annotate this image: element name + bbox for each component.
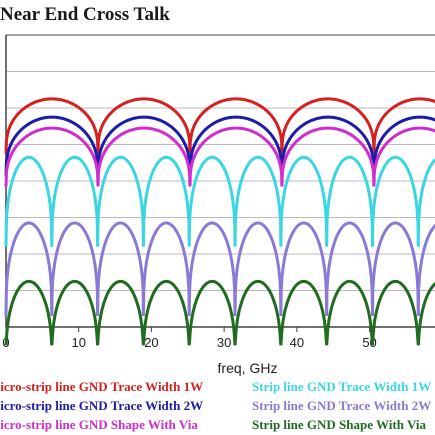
- x-tick-label: 30: [217, 335, 231, 350]
- series-line-4: [4, 155, 435, 247]
- series-line-3: [4, 126, 435, 187]
- legend-entry-1: Micro-strip line GND Trace Width 1W: [0, 379, 204, 394]
- legend-entry-6: Strip line GND Shape With Via: [252, 417, 426, 432]
- x-tick-label: 40: [290, 335, 304, 350]
- x-tick-label: 10: [71, 335, 85, 350]
- series-line-6: [4, 279, 435, 346]
- chart-legend: Micro-strip line GND Trace Width 1W Micro…: [0, 378, 435, 435]
- legend-entry-4: Strip line GND Trace Width 1W: [252, 379, 432, 394]
- legend-entry-5: Strip line GND Trace Width 2W: [252, 398, 432, 413]
- x-axis-label: freq, GHz: [217, 360, 278, 376]
- series-line-2: [4, 115, 435, 176]
- chart-title: Near End Cross Talk: [0, 4, 170, 25]
- series-line-1: [4, 97, 435, 154]
- legend-entry-3: Micro-strip line GND Shape With Via: [0, 417, 198, 432]
- series-line-5: [4, 221, 435, 317]
- x-tick-label: 20: [144, 335, 158, 350]
- x-tick-label: 50: [362, 335, 376, 350]
- chart-plot-area: 0 10 20 30 40 50: [2, 34, 435, 350]
- legend-entry-2: Micro-strip line GND Trace Width 2W: [0, 398, 204, 413]
